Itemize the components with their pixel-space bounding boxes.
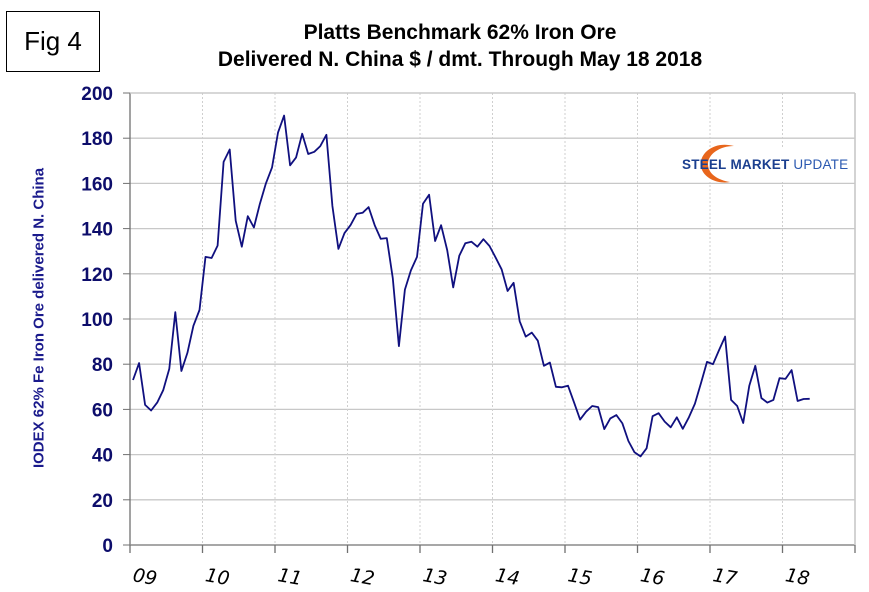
x-tick-label: 09 — [131, 564, 159, 590]
logo-word-market: MARKET — [730, 157, 790, 172]
x-tick-label: 14 — [494, 564, 522, 590]
y-tick-label: 180 — [81, 129, 113, 150]
y-tick-label: 120 — [81, 265, 113, 286]
y-tick-label: 80 — [92, 355, 113, 376]
y-tick-label: 60 — [92, 400, 113, 421]
y-tick-label: 160 — [81, 174, 113, 195]
x-tick-label: 13 — [421, 564, 449, 590]
y-tick-label: 200 — [81, 84, 113, 105]
y-tick-label: 20 — [92, 491, 113, 512]
y-ticks: 0 20 40 60 80 100 120 140 160 180 200 — [81, 84, 130, 557]
x-tick-label: 15 — [566, 564, 594, 590]
x-ticks: 09 10 11 12 13 14 15 16 17 18 — [129, 545, 856, 590]
logo-word-update: UPDATE — [793, 157, 849, 172]
vertical-gridlines — [202, 93, 783, 545]
figure-label: Fig 4 — [6, 11, 100, 72]
x-tick-label: 16 — [639, 564, 667, 590]
y-tick-label: 40 — [92, 446, 113, 467]
series-layer — [132, 114, 810, 458]
x-tick-label: 17 — [711, 564, 739, 590]
steel-market-update-logo: STEEL MARKET UPDATE — [668, 144, 848, 183]
y-tick-label: 140 — [81, 220, 113, 241]
x-tick-label: 12 — [349, 564, 377, 590]
logo-swoosh-icon — [700, 144, 734, 183]
chart-title-line-1: Platts Benchmark 62% Iron Ore — [303, 21, 617, 44]
logo-word-steel: STEEL — [682, 157, 727, 172]
x-tick-label: 18 — [784, 564, 812, 590]
y-tick-label: 100 — [81, 310, 113, 331]
y-tick-label: 0 — [102, 536, 113, 557]
x-tick-label: 10 — [204, 564, 232, 590]
x-tick-label: 11 — [276, 564, 304, 590]
logo-text: STEEL MARKET UPDATE — [682, 157, 848, 172]
chart-title-line-2: Delivered N. China $ / dmt. Through May … — [217, 48, 703, 71]
figure-label-text: Fig 4 — [24, 26, 82, 56]
